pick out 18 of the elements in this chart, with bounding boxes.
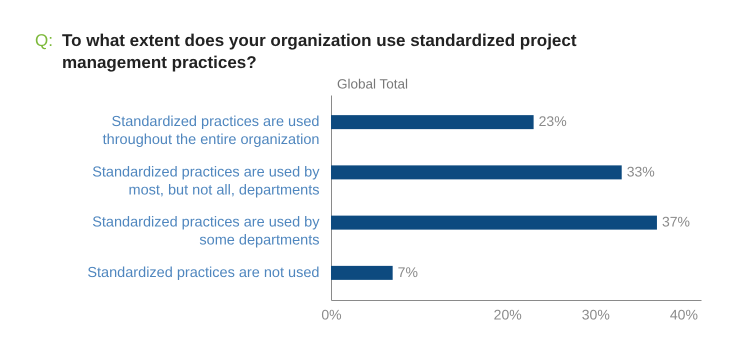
y-tick-label: Standardized practices are used by most, but not all, departments — [92, 164, 320, 198]
data-label: 33% — [626, 163, 655, 180]
data-label: 7% — [398, 264, 418, 280]
x-tick-label: 30% — [582, 306, 610, 322]
bar — [331, 165, 622, 180]
data-label: 37% — [662, 214, 690, 230]
x-tick-label: 20% — [494, 306, 522, 322]
chart-title: Q: To what extent does your organization use standardized project management practices? — [35, 30, 578, 74]
x-tick-label: 40% — [670, 306, 698, 322]
bar — [331, 115, 534, 130]
x-tick-label: 0% — [321, 306, 342, 322]
chart-subtitle: Global Total — [337, 76, 408, 92]
bar — [331, 216, 657, 230]
y-tick-label: Standardized practices are not used — [87, 264, 320, 281]
data-label: 23% — [538, 113, 567, 130]
y-tick-label: Standardized practices are used by some departments — [92, 214, 320, 249]
y-tick-label: Standardized practices are used throughout the entire organization — [102, 114, 320, 148]
bar — [331, 266, 393, 280]
